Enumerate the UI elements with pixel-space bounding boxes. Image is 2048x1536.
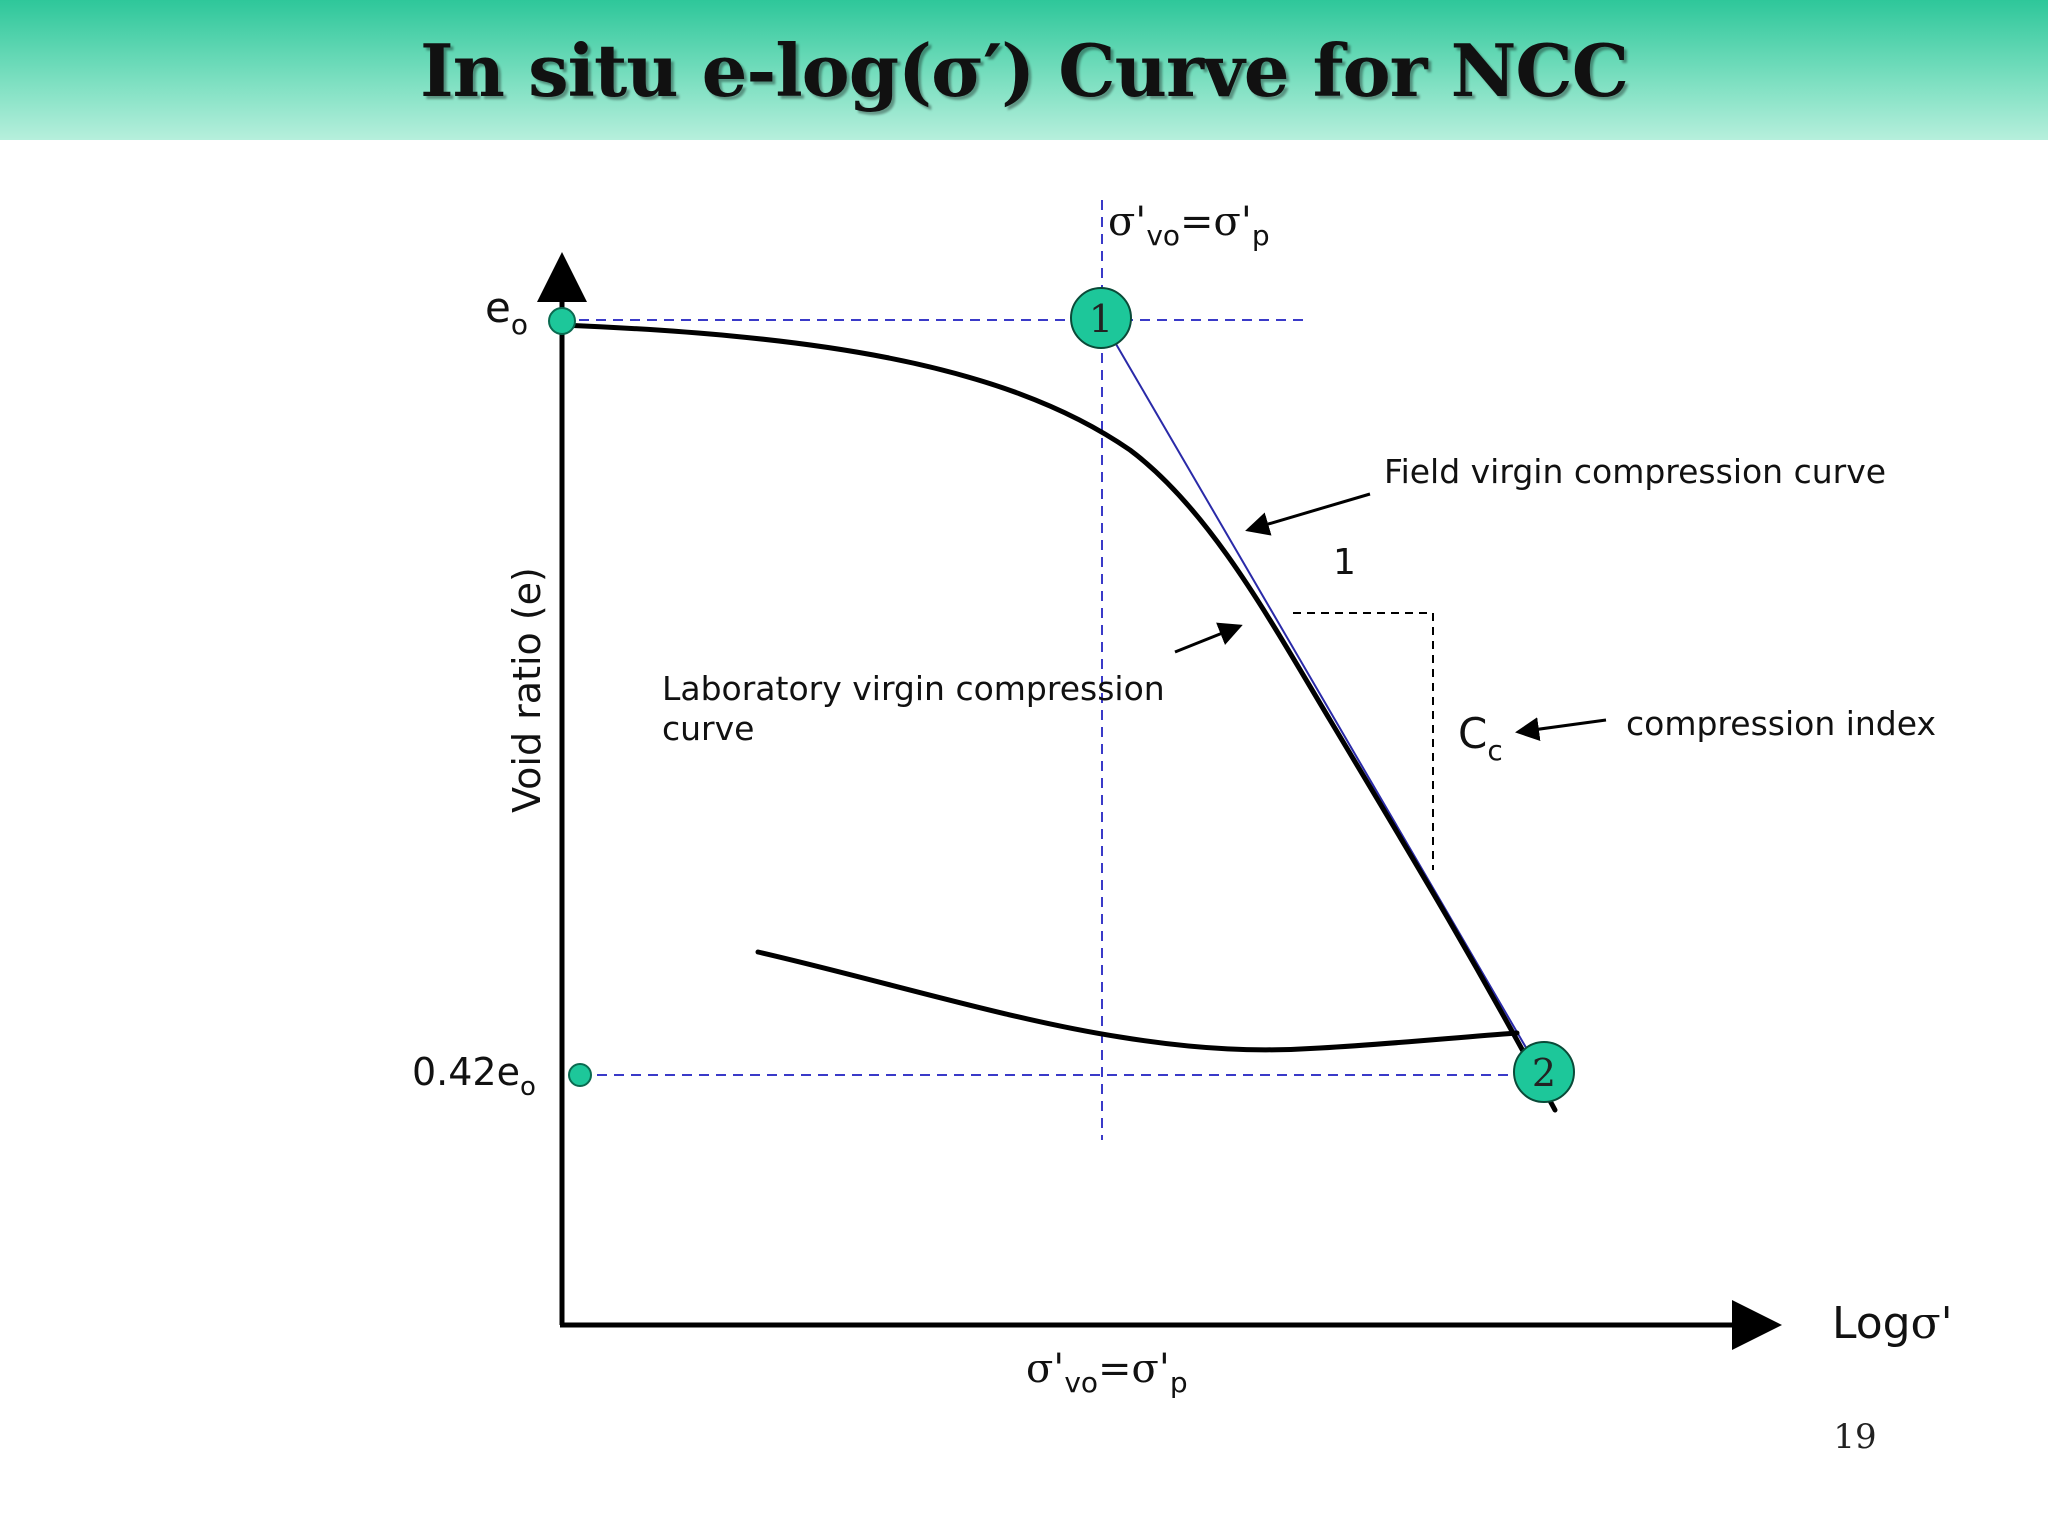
page-number: 19: [1833, 1417, 1876, 1457]
x-axis-label: Logσ': [1832, 1298, 1953, 1349]
compression-index-label: compression index: [1626, 704, 1936, 743]
sigma-label-bottom: σ'vo=σ'p: [1026, 1346, 1188, 1399]
laboratory-compression-curve: [559, 322, 1558, 1113]
slope-triangle: [1293, 612, 1434, 870]
rebound-curve: [755, 949, 1520, 1053]
field-curve-label: Field virgin compression curve: [1384, 452, 1886, 491]
y-axis-label: Void ratio (e): [505, 567, 549, 813]
point2-axis-marker: [568, 1063, 592, 1087]
lab-curve-pointer-arrow: [1174, 622, 1243, 654]
sigma-label-top: σ'vo=σ'p: [1108, 199, 1270, 252]
slope-run-label: 1: [1333, 542, 1356, 583]
title-bar: [0, 0, 2048, 140]
cc-pointer-arrow: [1515, 717, 1607, 742]
cc-label: Cc: [1458, 709, 1503, 767]
point-1-marker: [1070, 287, 1132, 349]
point-2-marker: [1513, 1041, 1575, 1103]
point-1-label: 1: [1089, 297, 1113, 341]
lab-curve-label-line2: curve: [662, 709, 754, 748]
field-curve-pointer-arrow: [1245, 492, 1371, 536]
eo-label: eo: [485, 283, 528, 341]
slide-title: In situ e-log(σ′) Curve for NCC: [419, 28, 1629, 113]
lab-curve-label-line1: Laboratory virgin compression: [662, 669, 1165, 708]
eo-marker: [548, 307, 576, 335]
field-virgin-compression-line: [1101, 319, 1543, 1076]
042eo-label: 0.42eo: [412, 1050, 536, 1102]
point-2-label: 2: [1532, 1051, 1556, 1095]
